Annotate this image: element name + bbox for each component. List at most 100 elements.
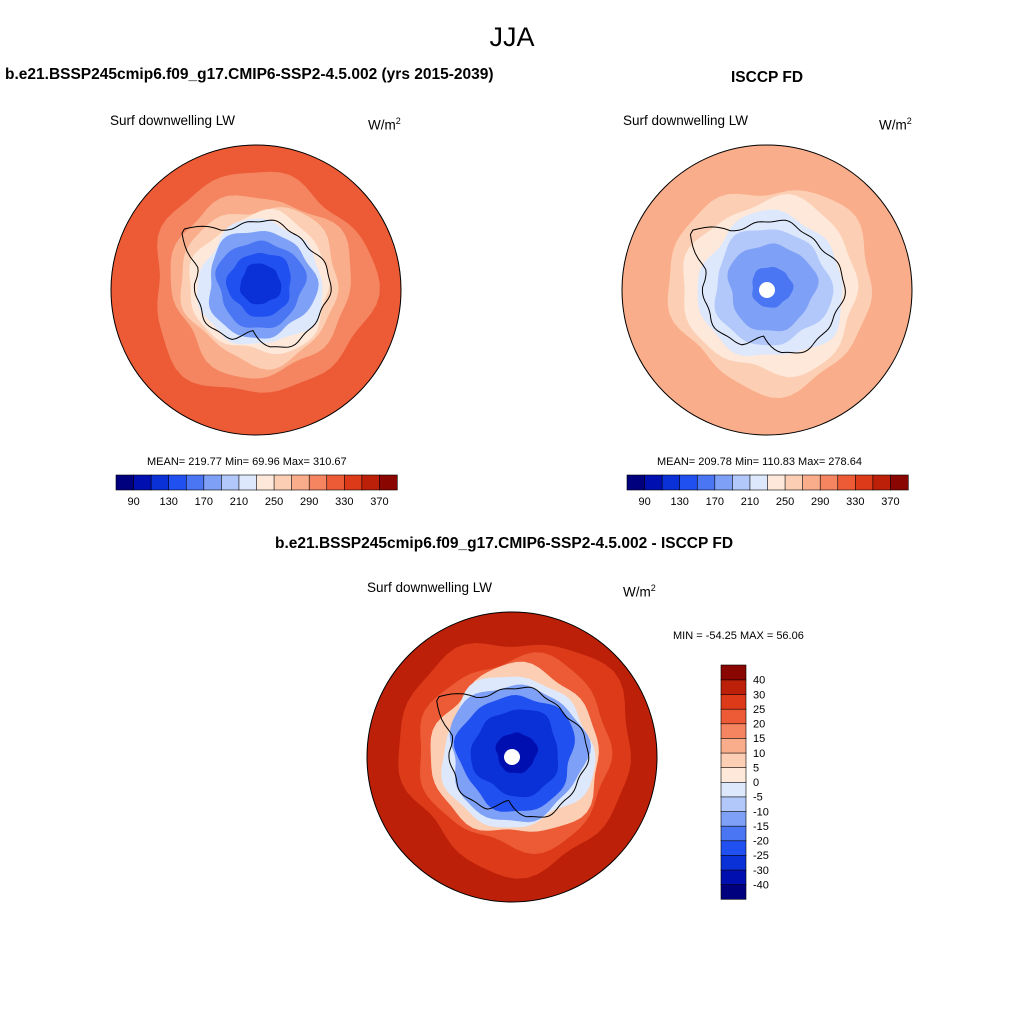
- colorbar-box: [696, 474, 716, 491]
- colorbar-tick-label: 90: [127, 496, 139, 508]
- colorbar-box: [133, 474, 152, 491]
- colorbar-tick-label: 20: [753, 719, 765, 731]
- colorbar-box: [720, 664, 747, 681]
- panel-2-title: ISCCP FD: [731, 69, 804, 86]
- panel-3-title: b.e21.BSSP245cmip6.f09_g17.CMIP6-SSP2-4.…: [275, 535, 734, 552]
- panel-2-variable-label: Surf downwelling LW: [623, 113, 749, 128]
- colorbar-tick-label: 370: [370, 496, 388, 508]
- panel-1-title: b.e21.BSSP245cmip6.f09_g17.CMIP6-SSP2-4.…: [5, 66, 494, 83]
- colorbar-1: 90 130 170 210 250 290 330 370: [115, 474, 398, 508]
- colorbar-box: [714, 474, 733, 491]
- colorbar-box: [626, 474, 646, 491]
- coastline: [436, 686, 590, 818]
- panel-3-stats: MIN = -54.25 MAX = 56.06: [673, 630, 804, 642]
- colorbar-tick-label: 25: [753, 704, 765, 716]
- panel-3-variable-label: Surf downwelling LW: [367, 580, 493, 595]
- colorbar-tick-label: -20: [753, 836, 769, 848]
- colorbar-tick-label: 370: [881, 496, 899, 508]
- colorbar-box: [732, 474, 751, 491]
- colorbar-box: [168, 474, 187, 491]
- colorbar-box: [361, 474, 381, 491]
- map-boundary: [110, 144, 402, 436]
- colorbar-box: [720, 869, 747, 885]
- colorbar-tick-label: 10: [753, 748, 765, 760]
- colorbar-box: [720, 693, 747, 710]
- colorbar-box: [256, 474, 275, 491]
- colorbar-box: [749, 474, 769, 491]
- colorbar-box: [185, 474, 205, 491]
- colorbar-tick-label: -30: [753, 865, 769, 877]
- coastline: [181, 219, 332, 348]
- colorbar-box: [720, 723, 747, 739]
- colorbar-tick-label: 250: [776, 496, 794, 508]
- colorbar-box: [767, 474, 786, 491]
- colorbar-tick-label: -40: [753, 879, 769, 891]
- colorbar-box: [308, 474, 328, 491]
- colorbar-tick-label: 130: [671, 496, 689, 508]
- colorbar-tick-label: -10: [753, 806, 769, 818]
- colorbar-box: [273, 474, 293, 491]
- colorbar-tick-label: -5: [753, 792, 763, 804]
- colorbar-tick-label: 90: [638, 496, 650, 508]
- colorbar-box: [221, 474, 240, 491]
- missing-pole-mask: [504, 749, 520, 765]
- map-panel-2: [621, 144, 913, 436]
- missing-pole-mask: [759, 282, 775, 298]
- map-panel-1: [110, 144, 402, 436]
- colorbar-box: [837, 474, 856, 491]
- colorbar-box: [720, 679, 747, 695]
- colorbar-box: [326, 474, 345, 491]
- colorbar-box: [203, 474, 222, 491]
- colorbar-tick-label: 170: [195, 496, 213, 508]
- colorbar-tick-label: -25: [753, 850, 769, 862]
- colorbar-tick-label: -15: [753, 821, 769, 833]
- colorbar-box: [115, 474, 135, 491]
- colorbar-box: [150, 474, 170, 491]
- map-panel-3: [366, 611, 658, 903]
- colorbar-tick-label: 130: [160, 496, 178, 508]
- colorbar-box: [720, 825, 747, 842]
- colorbar-tick-label: 170: [706, 496, 724, 508]
- colorbar-box: [661, 474, 681, 491]
- colorbar-tick-label: 0: [753, 777, 759, 789]
- colorbar-box: [720, 796, 747, 812]
- colorbar-box: [679, 474, 698, 491]
- colorbar-tick-label: 5: [753, 762, 759, 774]
- coastline: [689, 219, 846, 354]
- colorbar-tick-label: 210: [741, 496, 759, 508]
- colorbar-box: [720, 810, 747, 827]
- colorbar-tick-label: 250: [265, 496, 283, 508]
- colorbar-tick-label: 330: [335, 496, 353, 508]
- colorbar-tick-label: 290: [300, 496, 318, 508]
- map-boundary: [621, 144, 913, 436]
- panel-1-stats: MEAN= 219.77 Min= 69.96 Max= 310.67: [147, 456, 347, 468]
- colorbar-box: [238, 474, 258, 491]
- colorbar-box: [819, 474, 839, 491]
- colorbar-3: -40 -30 -25 -20 -15 -10 -5 0 5 10 15 20 25 30 40: [720, 664, 769, 900]
- colorbar-box: [379, 474, 398, 491]
- colorbar-tick-label: 40: [753, 675, 765, 687]
- colorbar-box: [855, 474, 874, 491]
- figure-title: JJA: [489, 22, 535, 52]
- colorbar-tick-label: 330: [846, 496, 864, 508]
- colorbar-box: [720, 884, 747, 900]
- map-boundary: [366, 611, 658, 903]
- field-band: [240, 263, 282, 305]
- colorbar-box: [720, 767, 747, 783]
- colorbar-tick-label: 15: [753, 733, 765, 745]
- colorbar-box: [872, 474, 892, 491]
- colorbar-box: [720, 840, 747, 856]
- colorbar-box: [720, 854, 747, 871]
- panel-2-units: W/m2: [879, 116, 912, 133]
- colorbar-tick-label: 210: [230, 496, 248, 508]
- colorbar-box: [720, 781, 747, 798]
- colorbar-box: [890, 474, 909, 491]
- panel-3-units: W/m2: [623, 583, 656, 600]
- panel-2-stats: MEAN= 209.78 Min= 110.83 Max= 278.64: [657, 456, 862, 468]
- colorbar-box: [784, 474, 804, 491]
- colorbar-tick-label: 30: [753, 689, 765, 701]
- panel-1-variable-label: Surf downwelling LW: [110, 113, 236, 128]
- colorbar-box: [720, 752, 747, 768]
- colorbar-box: [644, 474, 663, 491]
